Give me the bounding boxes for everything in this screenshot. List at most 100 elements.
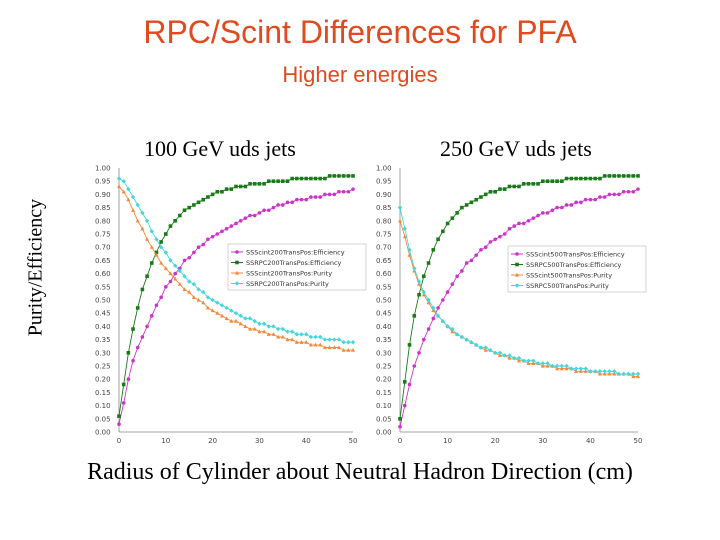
x-tick-label: 40	[302, 437, 311, 445]
data-point	[243, 216, 248, 220]
data-point	[574, 369, 579, 373]
data-point	[173, 276, 178, 281]
y-tick-label: 0.00	[95, 429, 111, 437]
data-point	[247, 316, 253, 321]
data-point	[612, 174, 616, 178]
data-point	[593, 197, 597, 202]
data-point	[612, 371, 617, 376]
data-point	[173, 271, 177, 276]
data-point	[140, 335, 145, 339]
data-point	[131, 327, 135, 331]
data-point	[121, 401, 126, 405]
data-point	[526, 361, 531, 365]
data-point	[550, 179, 555, 183]
data-point	[407, 247, 412, 253]
y-tick-label: 0.10	[95, 402, 111, 410]
data-point	[299, 176, 304, 181]
legend-box	[227, 243, 367, 291]
data-point	[117, 414, 121, 418]
data-point	[187, 289, 192, 294]
data-point	[469, 258, 474, 263]
data-point	[149, 245, 154, 249]
data-point	[219, 313, 224, 318]
data-point	[631, 189, 636, 194]
data-point	[398, 417, 402, 421]
y-tick-label: 0.95	[376, 178, 392, 186]
data-point	[526, 219, 531, 223]
data-point	[554, 363, 560, 369]
data-point	[341, 340, 346, 345]
data-point	[257, 321, 262, 326]
data-point	[243, 324, 248, 328]
legend-label: SSScint200TransPos:Purity	[246, 269, 332, 277]
data-point	[564, 176, 569, 181]
data-point	[140, 226, 145, 231]
data-point	[163, 250, 168, 255]
data-point	[545, 211, 550, 215]
data-point	[201, 289, 206, 295]
data-point	[607, 174, 612, 178]
legend-label: SSRPC200TransPos:Efficiency	[246, 259, 342, 267]
y-tick-label: 0.35	[376, 336, 392, 344]
data-point	[488, 189, 493, 194]
y-tick-label: 0.55	[95, 283, 111, 291]
data-point	[535, 361, 541, 366]
y-tick-label: 0.80	[376, 217, 392, 225]
data-point	[626, 189, 631, 194]
data-point	[275, 326, 281, 332]
data-point	[149, 314, 154, 318]
data-point	[215, 232, 220, 236]
data-point	[145, 324, 149, 329]
data-point	[238, 219, 243, 223]
data-point	[341, 174, 346, 178]
data-point	[177, 268, 183, 274]
data-point	[168, 271, 173, 276]
data-point	[426, 300, 431, 305]
data-point	[182, 274, 187, 279]
data-point	[421, 292, 426, 297]
data-point	[483, 192, 488, 197]
data-point	[154, 250, 159, 255]
data-point	[304, 332, 309, 337]
data-point	[512, 184, 517, 189]
data-point	[131, 208, 136, 212]
y-tick-label: 0.25	[95, 363, 111, 371]
data-point	[164, 285, 168, 289]
data-point	[323, 176, 327, 181]
data-point	[168, 258, 173, 263]
data-point	[431, 248, 436, 252]
data-point	[426, 261, 431, 265]
data-point	[140, 287, 145, 292]
legend-marker	[515, 252, 519, 256]
data-point	[488, 347, 493, 353]
data-point	[243, 184, 248, 189]
x-tick-label: 30	[538, 437, 547, 445]
data-point	[351, 187, 355, 191]
data-point	[229, 308, 234, 313]
data-point	[598, 176, 602, 181]
data-point	[569, 203, 574, 207]
y-tick-label: 0.85	[95, 204, 111, 212]
y-tick-label: 0.95	[95, 178, 111, 186]
data-point	[238, 321, 243, 326]
y-tick-label: 0.05	[376, 415, 392, 423]
data-point	[234, 221, 238, 226]
y-tick-label: 0.00	[376, 429, 392, 437]
data-point	[464, 203, 469, 207]
data-point	[559, 366, 564, 371]
data-point	[516, 355, 522, 361]
data-point	[346, 189, 351, 194]
data-point	[149, 261, 154, 265]
y-tick-label: 0.90	[95, 191, 111, 199]
data-point	[234, 184, 238, 189]
data-point	[431, 308, 436, 313]
data-point	[579, 200, 583, 205]
data-point	[201, 300, 206, 305]
slide-title: RPC/Scint Differences for PFA	[143, 14, 577, 50]
data-point	[280, 334, 285, 339]
data-point	[262, 329, 267, 334]
data-point	[285, 200, 290, 205]
data-point	[416, 279, 422, 284]
y-tick-label: 0.90	[376, 191, 392, 199]
